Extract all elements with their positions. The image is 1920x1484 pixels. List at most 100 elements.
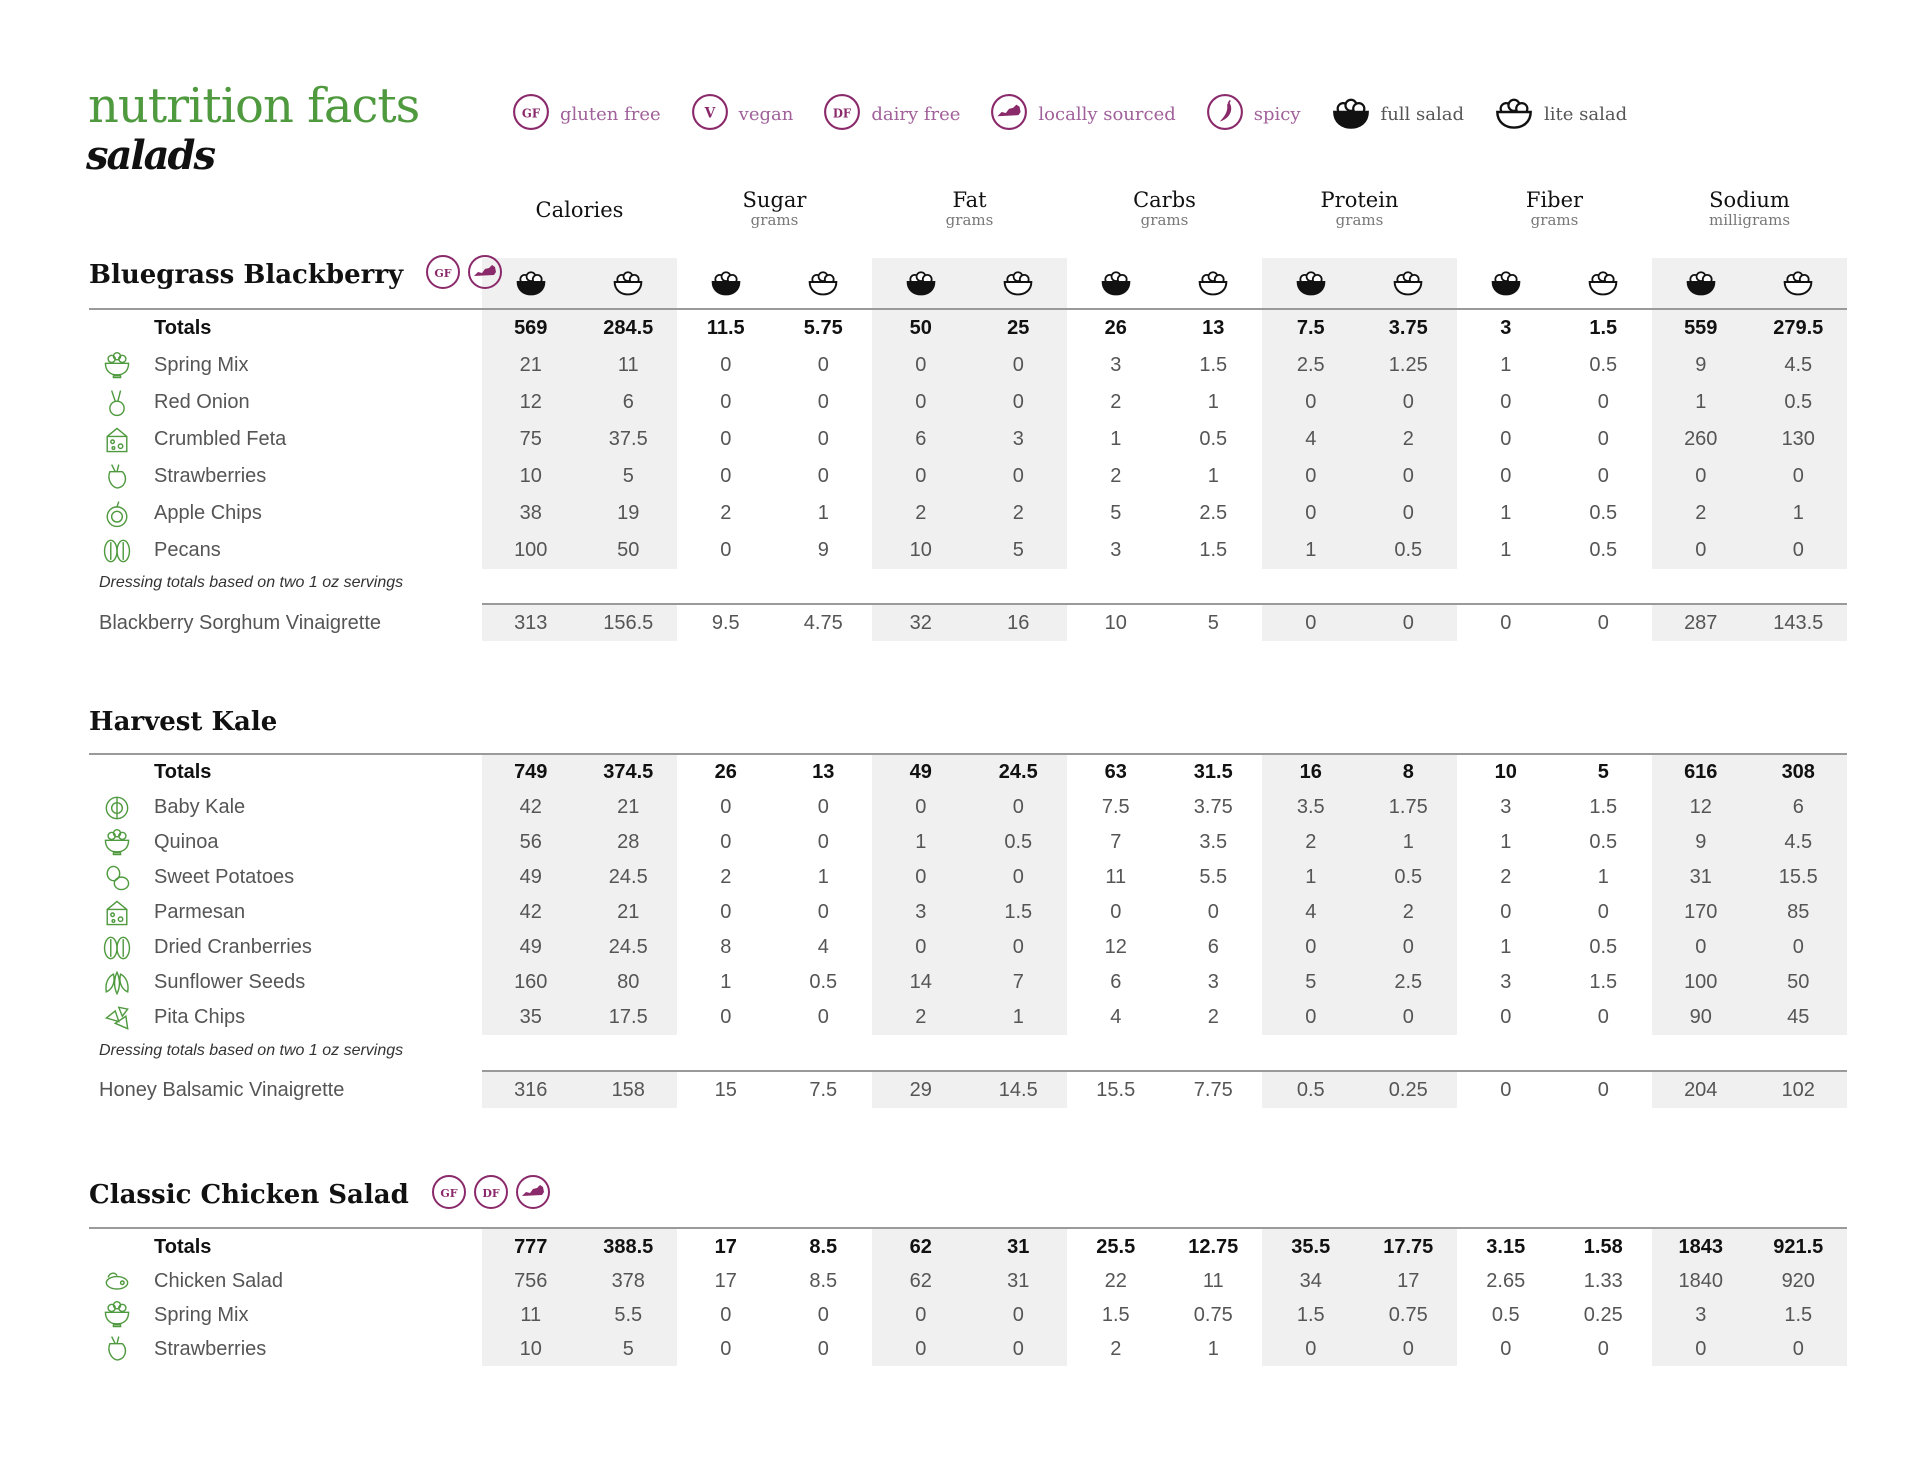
value-cell: 1 [1110,428,1122,450]
value-cell: 100 [514,539,548,561]
value-cell: 6 [1792,796,1804,818]
value-cell: 0 [817,354,829,376]
value-cell: 1 [1305,866,1317,888]
value-cell: 16 [1299,761,1322,783]
value-cell: 1.58 [1583,1236,1623,1258]
dressing-band [1262,605,1457,641]
value-cell: 0 [915,465,927,487]
value-cell: 5.75 [803,317,843,339]
column-band [1652,755,1847,1035]
value-cell: 313 [514,612,548,634]
value-cell: 1 [1792,502,1804,524]
value-cell: 0 [1792,539,1804,561]
value-cell: 90 [1689,1006,1712,1028]
value-cell: 0 [1500,1338,1512,1360]
value-cell: 9 [1695,831,1707,853]
value-cell: 0 [720,1304,732,1326]
value-cell: 8 [1402,761,1414,783]
value-cell: 1.75 [1388,796,1428,818]
legend-item: DF dairy free [823,93,960,136]
value-cell: 12 [1104,936,1127,958]
column-name: Sodium [1709,188,1790,212]
gluten-free-badge-icon: GF [512,93,550,136]
value-cell: 0 [1305,502,1317,524]
legend-label: gluten free [560,103,661,125]
value-cell: 17 [714,1270,737,1292]
full-salad-icon [1685,266,1717,303]
value-cell: 1.25 [1388,354,1428,376]
value-cell: 85 [1787,901,1810,923]
value-cell: 308 [1781,761,1815,783]
dressing-band [1652,1072,1847,1108]
value-cell: 156.5 [603,612,654,634]
column-name: Carbs [1133,188,1196,212]
value-cell: 0 [720,354,732,376]
section-title: Bluegrass Blackberry GF [89,254,503,295]
value-cell: 0 [1305,936,1317,958]
value-cell: 0 [720,465,732,487]
value-cell: 0 [915,866,927,888]
value-cell: 50 [617,539,640,561]
row-label: Totals [154,1236,212,1258]
value-cell: 0 [1695,936,1707,958]
strawberry-icon [101,461,133,498]
value-cell: 3.75 [1193,796,1233,818]
value-cell: 7.5 [1101,796,1130,818]
value-cell: 0 [720,901,732,923]
value-cell: 11 [617,354,639,376]
value-cell: 0.5 [1394,866,1423,888]
value-cell: 21 [617,796,640,818]
value-cell: 3 [1012,428,1024,450]
page-subtitle: salads [86,132,216,179]
svg-text:DF: DF [833,106,852,120]
value-cell: 0 [1597,465,1609,487]
legend-item: spicy [1206,93,1301,136]
value-cell: 1.5 [1101,1304,1130,1326]
row-label: Strawberries [154,465,267,487]
value-cell: 3.75 [1388,317,1428,339]
value-cell: 2 [1695,502,1707,524]
value-cell: 13 [1202,317,1225,339]
value-cell: 1 [1695,391,1707,413]
legend-label: full salad [1380,103,1465,125]
value-cell: 15.5 [1096,1079,1136,1101]
value-cell: 35 [519,1006,542,1028]
value-cell: 0 [1402,1338,1414,1360]
value-cell: 0 [817,1006,829,1028]
value-cell: 0 [817,1304,829,1326]
value-cell: 29 [909,1079,932,1101]
dairy-free-badge-icon: DF [473,1174,509,1217]
dressing-divider [482,1070,1847,1072]
value-cell: 0 [1597,612,1609,634]
column-header-fat: Fat grams [872,188,1067,228]
value-cell: 0 [817,465,829,487]
value-cell: 7 [1110,831,1122,853]
vegan-badge-icon: V [691,93,729,136]
value-cell: 10 [519,1338,542,1360]
svg-text:GF: GF [440,1187,457,1200]
full-salad-icon [1100,266,1132,303]
full-salad-icon [710,266,742,303]
value-cell: 0 [817,1338,829,1360]
column-unit: grams [1140,211,1189,229]
value-cell: 5 [622,465,634,487]
value-cell: 0 [1305,391,1317,413]
value-cell: 0.25 [1388,1079,1428,1101]
value-cell: 0 [1012,465,1024,487]
value-cell: 1840 [1678,1270,1724,1292]
value-cell: 0 [720,1006,732,1028]
value-cell: 11.5 [706,317,745,339]
row-label: Blackberry Sorghum Vinaigrette [99,612,381,634]
value-cell: 4 [1305,428,1317,450]
value-cell: 3 [1110,539,1122,561]
row-label: Pecans [154,539,221,561]
column-unit: grams [750,211,799,229]
row-label: Crumbled Feta [154,428,287,450]
value-cell: 3 [1500,971,1512,993]
value-cell: 2 [1207,1006,1219,1028]
value-cell: 0.75 [1193,1304,1233,1326]
value-cell: 0 [915,796,927,818]
value-cell: 0 [1792,465,1804,487]
value-cell: 2.5 [1296,354,1325,376]
